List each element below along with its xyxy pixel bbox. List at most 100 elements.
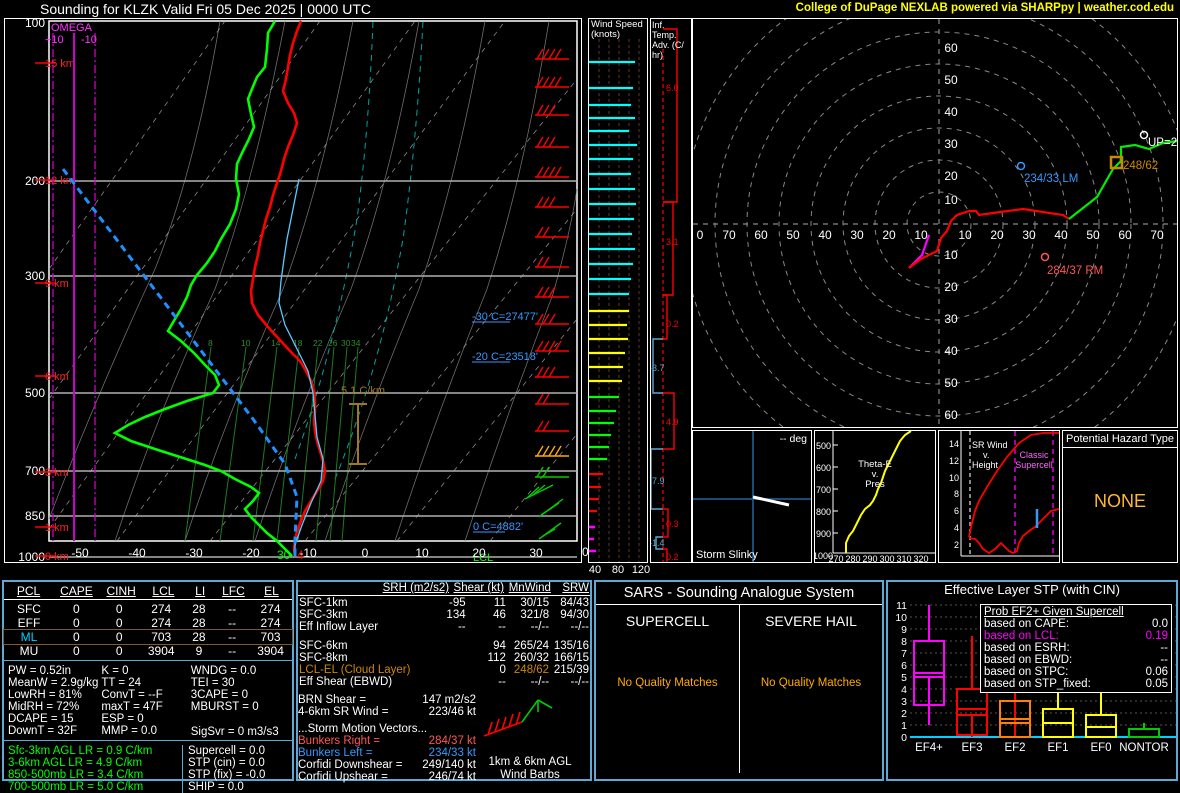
hazard-title: Potential Hazard Type	[1063, 431, 1177, 448]
svg-text:850: 850	[25, 509, 45, 523]
svg-text:40: 40	[944, 105, 958, 119]
potential-hazard-panel[interactable]: Potential Hazard Type NONE	[1062, 430, 1178, 563]
effective-layer-stp-panel[interactable]: Effective Layer STP (with CIN) 11	[886, 580, 1178, 781]
sr-wind-row: 4-6km SR Wind = 223/46 kt	[298, 706, 476, 718]
stp-category-label: EF2	[1004, 742, 1025, 754]
svg-text:60: 60	[944, 41, 958, 55]
table-row[interactable]: SFC-8km 112 260/32 166/15	[299, 652, 589, 664]
storm-motion-header: ...Storm Motion Vectors...	[298, 723, 428, 735]
svg-text:20: 20	[472, 546, 486, 560]
svg-text:-3.7: -3.7	[651, 363, 665, 373]
svg-text:40: 40	[944, 344, 958, 358]
table-row-cloud-layer[interactable]: LCL-EL (Cloud Layer) 0 248/62 215/39	[299, 664, 589, 676]
svg-text:600: 600	[816, 463, 831, 473]
sars-title: SARS - Sounding Analogue System	[623, 585, 855, 601]
svg-text:3 km: 3 km	[45, 467, 69, 479]
svg-text:-7.9: -7.9	[651, 476, 665, 486]
svg-text:60: 60	[944, 408, 958, 422]
svg-text:0.2: 0.2	[666, 552, 679, 562]
stp-category-label: EF4+	[915, 742, 943, 754]
parcel-rows: SFC 0 0 274 28 -- 274 EFF 0 0 274 28 -- …	[3, 602, 293, 658]
hodo-left-mover-label: 234/33 LM	[1024, 173, 1078, 185]
hodograph-panel[interactable]: 0 70 60 50 40 30 20 10 10 20 30 40 50 60…	[682, 0, 1180, 481]
table-row-selected[interactable]: ML 0 0 703 28 -- 703	[3, 629, 293, 645]
table-header-row: PCL CAPE CINH LCL LI LFC EL	[16, 584, 279, 598]
wind-barb-caption: 1km & 6km AGL Wind Barbs	[488, 756, 572, 781]
thermodynamics-panel[interactable]: PCL CAPE CINH LCL LI LFC EL SFC 0 0 274 …	[2, 580, 294, 793]
svg-text:30: 30	[850, 228, 864, 242]
table-row[interactable]: Eff Shear (EBWD) -- --/-- --/--	[299, 676, 589, 688]
storm-motion-block: BRN Shear = 147 m2/s2 4-6km SR Wind = 22…	[298, 694, 476, 783]
stp-category-label: EF1	[1047, 742, 1068, 754]
svg-text:14: 14	[949, 439, 959, 449]
svg-text:290: 290	[862, 554, 877, 562]
divider	[596, 604, 882, 605]
sars-hail-message: No Quality Matches	[760, 677, 862, 689]
svg-text:9: 9	[901, 624, 907, 636]
svg-text:-20 C=23518': -20 C=23518'	[472, 351, 538, 363]
svg-text:SR Wind: SR Wind	[972, 440, 1008, 450]
table-row[interactable]: SFC 0 0 274 28 -- 274	[16, 602, 281, 616]
wind-barb-inset: 1km & 6km AGL Wind Barbs	[476, 694, 584, 783]
svg-text:900: 900	[816, 529, 831, 539]
svg-text:OMEGA: OMEGA	[51, 22, 93, 34]
storm-slinky-panel[interactable]: -- deg Storm Slinky	[692, 430, 812, 563]
svg-text:60: 60	[754, 228, 768, 242]
table-row[interactable]: SFC-3km 134 46 321/8 94/30	[299, 609, 589, 621]
skewt-logp-diagram[interactable]: 8 10 14 18 22 26 30 34 100 200	[4, 18, 582, 563]
kinematics-panel[interactable]: SRH (m2/s2) Shear (kt) MnWind SRW SFC-1k…	[296, 580, 592, 783]
svg-text:10: 10	[944, 193, 958, 207]
temp-adv-title: Inf. Temp. Adv. (C/ hr)	[652, 20, 684, 60]
svg-text:Supercell: Supercell	[1015, 460, 1053, 470]
stp-category-label: NONTOR	[1119, 742, 1169, 754]
prob-row: based on EBWD: --	[984, 654, 1168, 666]
table-row[interactable]: EFF 0 0 274 28 -- 274	[17, 616, 281, 630]
sars-supercell-column[interactable]: SUPERCELL No Quality Matches	[596, 605, 739, 773]
svg-text:0.2: 0.2	[666, 319, 679, 329]
svg-text:20: 20	[944, 280, 958, 294]
svg-text:5: 5	[901, 672, 907, 684]
temperature-advection-panel[interactable]: Inf. Temp. Adv. (C/ hr) 6.0 3.1	[650, 18, 692, 563]
table-row[interactable]: SFC-1km -95 11 30/15 84/43	[299, 597, 589, 609]
wind-speed-profile-panel[interactable]: Wind Speed (knots)	[588, 18, 650, 576]
svg-text:-10: -10	[81, 34, 97, 46]
sr-wind-vs-height-panel[interactable]: 14 12 10 8 6 4 2 SR Wind v. Height Class…	[938, 430, 1060, 563]
parcel-table: PCL CAPE CINH LCL LI LFC EL	[4, 584, 292, 598]
svg-text:320: 320	[913, 554, 928, 562]
kinematics-rows: SFC-1km -95 11 30/15 84/43 SFC-3km 134 4…	[298, 597, 590, 688]
kinematics-header: SRH (m2/s2) Shear (kt) MnWind SRW	[382, 582, 589, 594]
svg-text:0 km: 0 km	[45, 551, 69, 562]
svg-text:700: 700	[25, 464, 45, 478]
hazard-value: NONE	[1093, 490, 1146, 511]
divider	[4, 740, 292, 741]
svg-text:700: 700	[816, 485, 831, 495]
theta-e-vs-pressure-panel[interactable]: 500 600 700 800 900 1000 270 280 290 300…	[814, 430, 936, 563]
header-bar: Sounding for KLZK Valid Fri 05 Dec 2025 …	[0, 0, 1180, 18]
svg-text:50: 50	[944, 376, 958, 390]
svg-text:8: 8	[208, 338, 213, 348]
thermo-indices-col2: K = 0 TT = 24 ConvT = --F maxT = 47F ESP…	[101, 665, 163, 737]
svg-text:34: 34	[351, 338, 361, 348]
svg-text:6.0: 6.0	[666, 83, 679, 93]
svg-text:30: 30	[529, 546, 543, 560]
svg-text:-10: -10	[299, 546, 317, 560]
svg-text:v.: v.	[872, 469, 879, 480]
svg-text:4.9: 4.9	[666, 417, 679, 427]
svg-text:10: 10	[944, 248, 958, 262]
svg-text:15 km: 15 km	[45, 58, 75, 70]
kinematics-lower: BRN Shear = 147 m2/s2 4-6km SR Wind = 22…	[298, 694, 590, 783]
sars-body: SUPERCELL No Quality Matches SEVERE HAIL…	[596, 605, 882, 773]
svg-text:270: 270	[828, 554, 843, 562]
svg-text:1000: 1000	[815, 551, 833, 561]
sars-panel[interactable]: SARS - Sounding Analogue System SUPERCEL…	[594, 580, 884, 781]
svg-text:30: 30	[944, 137, 958, 151]
table-row[interactable]: SFC-6km 94 265/24 135/16	[299, 640, 589, 652]
sars-hail-column[interactable]: SEVERE HAIL No Quality Matches	[739, 605, 882, 773]
table-row[interactable]: MU 0 0 3904 9 -- 3904	[19, 644, 284, 658]
svg-text:50: 50	[1086, 228, 1100, 242]
table-row[interactable]: Eff Inflow Layer -- -- --/-- --/--	[299, 621, 589, 633]
svg-text:3: 3	[901, 696, 907, 708]
svg-text:1 km: 1 km	[45, 522, 69, 534]
slinky-title: Storm Slinky	[696, 549, 758, 561]
